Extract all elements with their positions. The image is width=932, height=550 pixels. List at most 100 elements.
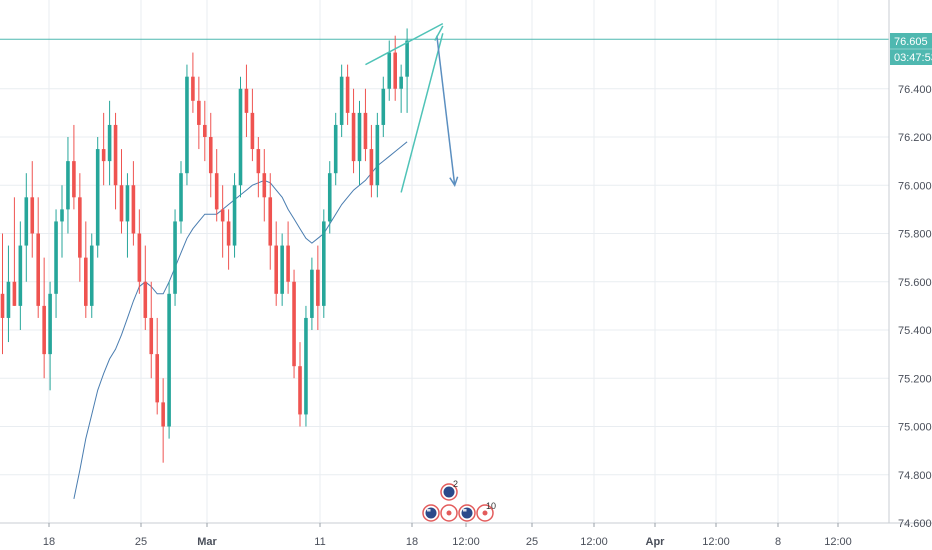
candle-body-up [107, 124, 112, 162]
candle-body-down [149, 317, 154, 355]
price-tag-box [890, 33, 932, 65]
candle-body-down [316, 269, 320, 306]
candle-body-down [30, 197, 35, 234]
y-tick-label: 75.400 [898, 325, 932, 337]
event-markers[interactable]: 2 10 [422, 479, 496, 522]
y-tick-label: 75.000 [898, 422, 932, 434]
candle-body-up [327, 173, 332, 222]
x-tick-label: 11 [314, 536, 325, 548]
candle-body-up [357, 112, 362, 162]
candle-body-up [339, 76, 344, 125]
price-axis-panel[interactable] [889, 0, 932, 550]
y-tick-label: 75.800 [898, 229, 932, 241]
candle-body-up [304, 317, 308, 415]
projection-arrow-head [449, 176, 459, 187]
candle-body-down [268, 197, 273, 246]
event-marker[interactable] [422, 504, 440, 522]
candle-body-up [125, 185, 130, 222]
candle-body-down [298, 366, 302, 415]
candle-body-up [322, 221, 326, 306]
candle-body-down [345, 76, 350, 113]
trend-drawings[interactable] [365, 22, 459, 193]
candle-body-up [280, 245, 284, 294]
candle-body-down [101, 149, 106, 162]
x-tick-label: 12:00 [452, 536, 480, 548]
event-marker-stacked[interactable] [440, 483, 458, 501]
candle-body-down [393, 52, 397, 89]
candle-body-down [143, 281, 148, 318]
candle-body-up [387, 52, 392, 89]
wedge-lower-line [400, 33, 444, 193]
x-tick-label: 12:00 [580, 536, 608, 548]
x-tick-label: 18 [406, 536, 418, 548]
candle-body-up [381, 88, 386, 125]
x-tick-label: 12:00 [702, 536, 730, 548]
x-tick-label: 8 [775, 536, 781, 548]
x-tick-label: 12:00 [824, 536, 852, 548]
candle-body-up [185, 76, 189, 174]
candle-body-down [250, 112, 255, 150]
wedge-upper-line [365, 22, 444, 66]
candle-body-down [42, 305, 46, 355]
event-marker[interactable] [458, 504, 476, 522]
candle-body-down [256, 149, 261, 174]
x-tick-label: 25 [526, 536, 538, 548]
price-tag-countdown: 03:47:53 [894, 52, 932, 64]
candles [0, 28, 409, 463]
candle-body-up [95, 149, 100, 246]
y-tick-label: 74.600 [898, 518, 932, 530]
candle-body-down [12, 281, 17, 306]
candle-body-down [220, 209, 225, 222]
projection-arrow-shaft [436, 35, 456, 186]
y-tick-label: 75.200 [898, 373, 932, 385]
candle-body-up [405, 40, 409, 77]
candle-body-up [232, 185, 237, 246]
candle-body-up [173, 221, 177, 294]
candle-body-down [351, 112, 356, 162]
dot-icon [446, 510, 452, 516]
candle-body-down [161, 402, 165, 427]
candle-body-up [89, 245, 94, 306]
candle-body-up [238, 88, 243, 186]
price-tag-value: 76.605 [894, 36, 928, 48]
candle-body-down [0, 293, 5, 318]
candle-body-down [113, 124, 118, 186]
event-marker[interactable] [440, 504, 458, 522]
candle-body-down [208, 137, 213, 174]
flag-icon [443, 486, 455, 498]
candle-body-down [155, 354, 159, 403]
candle-body-down [36, 233, 40, 306]
dot-icon [482, 510, 488, 516]
wedge-apex-line [434, 25, 444, 41]
candle-body-down [262, 173, 267, 198]
y-tick-label: 75.600 [898, 277, 932, 289]
candle-body-down [244, 88, 249, 113]
current-price-tag: 76.605 03:47:53 [890, 33, 932, 65]
flag-icon-canton [427, 509, 431, 512]
candle-body-up [167, 293, 171, 427]
y-tick-label: 76.000 [898, 180, 932, 192]
event-marker[interactable] [476, 504, 494, 522]
candle-body-down [214, 173, 219, 210]
x-tick-label: Mar [197, 536, 217, 548]
candle-body-down [78, 197, 82, 258]
candle-body-down [84, 257, 88, 306]
candle-body-down [137, 233, 142, 282]
event-count-badge: 10 [486, 501, 496, 511]
candle-body-down [226, 221, 231, 246]
y-tick-label: 76.200 [898, 132, 932, 144]
candle-body-up [310, 269, 314, 318]
candle-body-up [66, 161, 70, 210]
x-tick-label: Apr [646, 536, 666, 548]
candle-body-down [363, 112, 368, 150]
time-axis: 18 25 Mar 11 18 12:00 25 12:00 Apr 12:00 8 12:00 [43, 523, 852, 548]
candle-body-up [60, 209, 64, 222]
candle-body-down [286, 245, 290, 282]
candle-body-down [119, 185, 124, 222]
candle-body-down [131, 185, 136, 234]
x-tick-label: 18 [43, 536, 55, 548]
candle-body-up [375, 124, 380, 186]
candle-body-up [333, 124, 338, 174]
candle-body-down [274, 245, 278, 294]
